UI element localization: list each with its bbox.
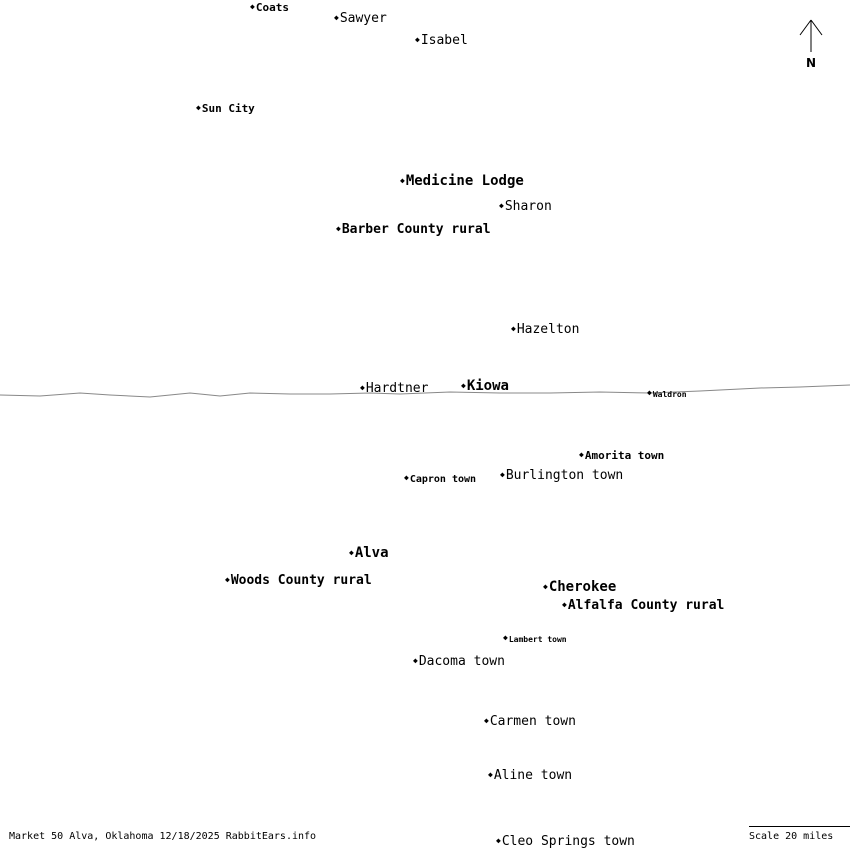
town-capron-town: ◆Capron town xyxy=(404,473,477,485)
town-carmen-town: ◆Carmen town xyxy=(484,714,576,729)
town-marker-icon: ◆ xyxy=(461,381,466,390)
town-marker-icon: ◆ xyxy=(488,770,493,779)
town-marker-icon: ◆ xyxy=(225,575,230,584)
town-hazelton: ◆Hazelton xyxy=(511,322,580,337)
town-barber-county-rural: ◆Barber County rural xyxy=(336,222,491,237)
town-alva: ◆Alva xyxy=(349,545,389,561)
town-woods-county-rural: ◆Woods County rural xyxy=(225,573,372,588)
town-kiowa: ◆Kiowa xyxy=(461,378,509,394)
north-arrow-icon xyxy=(799,19,823,52)
town-marker-icon: ◆ xyxy=(500,470,505,479)
state-border-line xyxy=(0,384,850,398)
town-coats: ◆Coats xyxy=(250,1,289,14)
town-marker-icon: ◆ xyxy=(499,201,504,210)
town-marker-icon: ◆ xyxy=(336,224,341,233)
town-amorita-town: ◆Amorita town xyxy=(579,449,665,462)
north-arrow: N xyxy=(798,18,824,70)
town-marker-icon: ◆ xyxy=(404,473,409,482)
town-marker-icon: ◆ xyxy=(562,600,567,609)
map-footer: Market 50 Alva, Oklahoma 12/18/2025 Rabb… xyxy=(9,831,317,842)
town-lambert-town: ◆Lambert town xyxy=(503,633,567,644)
scale-bar: Scale 20 miles xyxy=(749,826,850,842)
town-dacoma-town: ◆Dacoma town xyxy=(413,654,505,669)
town-aline-town: ◆Aline town xyxy=(488,768,573,783)
town-cherokee: ◆Cherokee xyxy=(543,579,617,595)
town-marker-icon: ◆ xyxy=(360,383,365,392)
town-cleo-springs-town: ◆Cleo Springs town xyxy=(496,834,635,849)
town-marker-icon: ◆ xyxy=(484,716,489,725)
town-sawyer: ◆Sawyer xyxy=(334,11,387,26)
town-sharon: ◆Sharon xyxy=(499,199,552,214)
town-marker-icon: ◆ xyxy=(196,103,201,112)
town-marker-icon: ◆ xyxy=(579,450,584,459)
town-marker-icon: ◆ xyxy=(334,13,339,22)
town-waldron: ◆Waldron xyxy=(647,388,687,399)
town-marker-icon: ◆ xyxy=(503,633,508,642)
town-marker-icon: ◆ xyxy=(400,176,405,185)
town-isabel: ◆Isabel xyxy=(415,33,468,48)
scale-label: Scale 20 miles xyxy=(749,831,834,842)
town-medicine-lodge: ◆Medicine Lodge xyxy=(400,173,524,189)
town-marker-icon: ◆ xyxy=(415,35,420,44)
town-marker-icon: ◆ xyxy=(543,582,548,591)
town-marker-icon: ◆ xyxy=(496,836,501,845)
town-hardtner: ◆Hardtner xyxy=(360,381,429,396)
town-marker-icon: ◆ xyxy=(413,656,418,665)
town-burlington-town: ◆Burlington town xyxy=(500,468,624,483)
town-marker-icon: ◆ xyxy=(647,388,652,397)
town-marker-icon: ◆ xyxy=(511,324,516,333)
town-alfalfa-county-rural: ◆Alfalfa County rural xyxy=(562,598,725,613)
north-label: N xyxy=(805,56,817,70)
town-sun-city: ◆Sun City xyxy=(196,102,255,115)
town-marker-icon: ◆ xyxy=(349,548,354,557)
town-marker-icon: ◆ xyxy=(250,2,255,11)
